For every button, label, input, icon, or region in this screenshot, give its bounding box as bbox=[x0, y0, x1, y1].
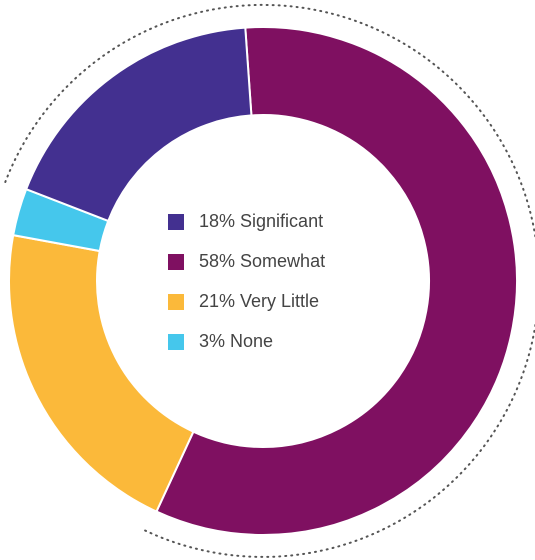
legend-swatch bbox=[168, 334, 184, 350]
legend-name: Somewhat bbox=[240, 251, 325, 271]
slice bbox=[8, 233, 195, 513]
legend-value: 3% bbox=[199, 331, 225, 351]
legend-swatch bbox=[168, 254, 184, 270]
legend-swatch bbox=[168, 214, 184, 230]
legend-label: 18% Significant bbox=[199, 211, 323, 231]
slices bbox=[8, 26, 518, 536]
legend-name: Significant bbox=[240, 211, 323, 231]
legend-name: Very Little bbox=[240, 291, 319, 311]
legend-value: 21% bbox=[199, 291, 235, 311]
slice bbox=[155, 26, 518, 536]
legend-value: 18% bbox=[199, 211, 235, 231]
legend-swatch bbox=[168, 294, 184, 310]
legend-name: None bbox=[230, 331, 273, 351]
slice bbox=[24, 26, 253, 223]
legend-label: 58% Somewhat bbox=[199, 251, 325, 271]
legend-value: 58% bbox=[199, 251, 235, 271]
dotted-ring bbox=[4, 3, 535, 558]
legend-label: 3% None bbox=[199, 331, 273, 351]
legend-label: 21% Very Little bbox=[199, 291, 319, 311]
